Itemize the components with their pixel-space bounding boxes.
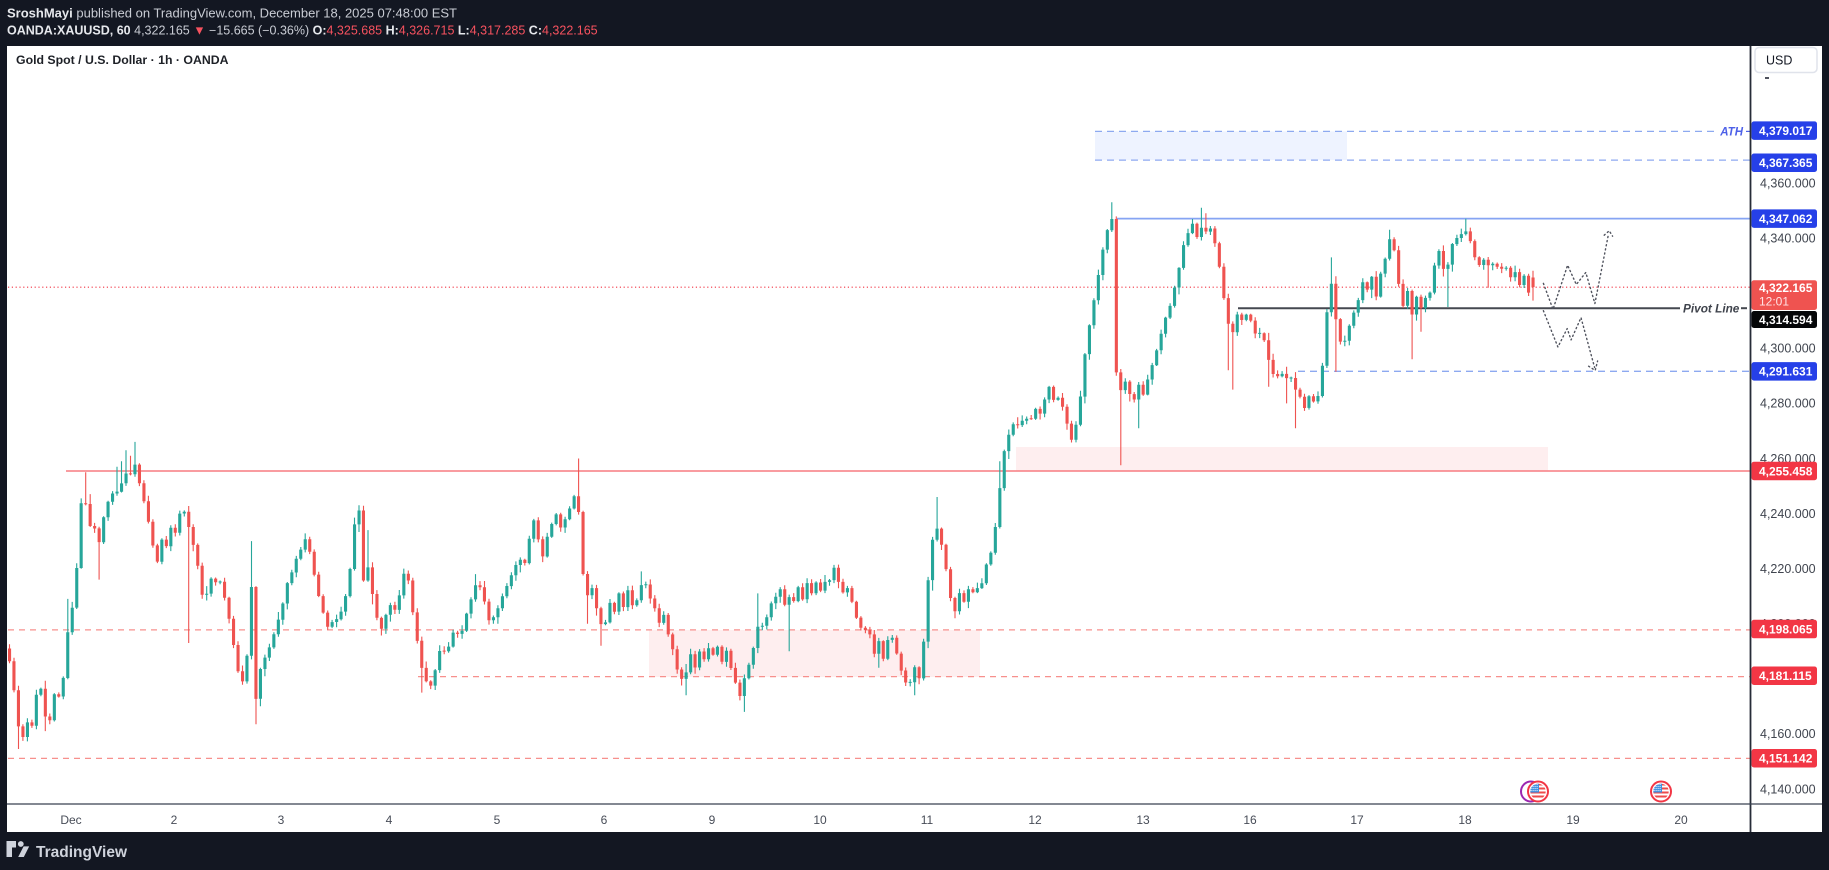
- svg-text:4,151.142: 4,151.142: [1759, 752, 1813, 766]
- svg-text:4,360.000: 4,360.000: [1760, 176, 1816, 190]
- svg-text:6: 6: [601, 813, 608, 827]
- svg-text:4,240.000: 4,240.000: [1760, 507, 1816, 521]
- svg-text:4,220.000: 4,220.000: [1760, 562, 1816, 576]
- svg-text:4,255.458: 4,255.458: [1759, 464, 1813, 478]
- svg-text:USD: USD: [1766, 54, 1792, 68]
- svg-text:4,160.000: 4,160.000: [1760, 727, 1816, 741]
- svg-text:11: 11: [921, 813, 934, 827]
- svg-text:4,322.165: 4,322.165: [1759, 281, 1813, 295]
- svg-text:20: 20: [1674, 813, 1688, 827]
- svg-text:13: 13: [1136, 813, 1150, 827]
- svg-text:4,140.000: 4,140.000: [1760, 782, 1816, 796]
- svg-text:10: 10: [813, 813, 827, 827]
- svg-text:17: 17: [1350, 813, 1364, 827]
- svg-text:Dec: Dec: [60, 813, 81, 827]
- svg-text:2: 2: [171, 813, 178, 827]
- svg-text:19: 19: [1566, 813, 1580, 827]
- svg-text:Gold Spot / U.S. Dollar · 1h ·: Gold Spot / U.S. Dollar · 1h · OANDA: [16, 53, 229, 67]
- svg-text:TradingView: TradingView: [36, 844, 128, 861]
- svg-text:4: 4: [386, 813, 393, 827]
- svg-text:4,181.115: 4,181.115: [1759, 669, 1812, 683]
- svg-text:18: 18: [1458, 813, 1472, 827]
- svg-text:Pivot Line: Pivot Line: [1683, 302, 1740, 316]
- svg-text:3: 3: [278, 813, 285, 827]
- svg-text:9: 9: [709, 813, 716, 827]
- svg-text:4,340.000: 4,340.000: [1760, 231, 1816, 245]
- svg-text:4,198.065: 4,198.065: [1759, 622, 1813, 636]
- svg-text:5: 5: [494, 813, 501, 827]
- svg-text:4,314.594: 4,314.594: [1759, 313, 1813, 327]
- svg-text:16: 16: [1243, 813, 1257, 827]
- svg-text:ATH: ATH: [1719, 126, 1743, 138]
- svg-text:4,347.062: 4,347.062: [1759, 212, 1813, 226]
- svg-text:4,291.631: 4,291.631: [1759, 365, 1813, 379]
- svg-text:12: 12: [1028, 813, 1042, 827]
- svg-text:4,280.000: 4,280.000: [1760, 397, 1816, 411]
- svg-text:12:01: 12:01: [1759, 295, 1789, 309]
- svg-text:4,300.000: 4,300.000: [1760, 342, 1816, 356]
- svg-text:4,367.365: 4,367.365: [1759, 156, 1813, 170]
- svg-text:4,379.017: 4,379.017: [1759, 124, 1813, 138]
- svg-text:OANDA:XAUUSD, 60 4,322.165 ▼: OANDA:XAUUSD, 60 4,322.165 ▼ −15.665 (−0…: [7, 24, 598, 38]
- svg-text:SroshMayi published on Trading: SroshMayi published on TradingView.com, …: [7, 6, 457, 21]
